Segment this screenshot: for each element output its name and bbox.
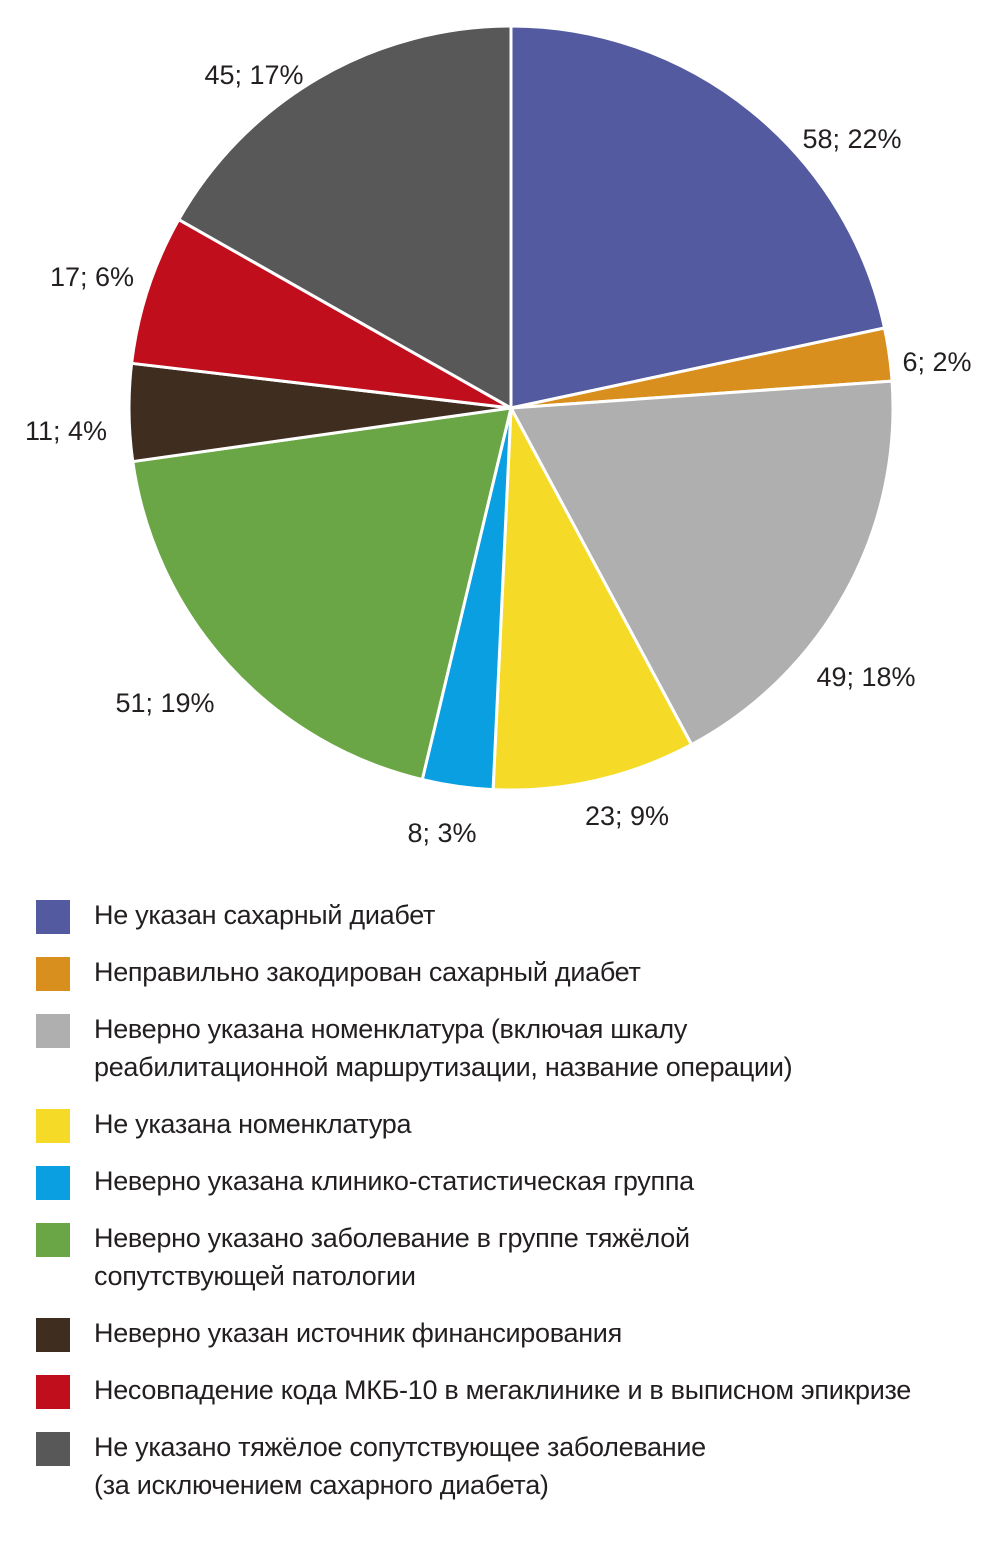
pie-chart: 58; 22% 6; 2% 49; 18% 23; 9% 8; 3% 51; 19% 11;… <box>25 24 972 848</box>
legend-label: Не указано тяжёлое сопутствующее заболев… <box>94 1432 706 1462</box>
legend-item-no-nomenclature: Не указана номенклатура <box>36 1105 986 1143</box>
legend-item-no-diabetes: Не указан сахарный диабет <box>36 896 986 934</box>
legend-swatch <box>36 957 70 991</box>
legend-label-cont: сопутствующей патологии <box>94 1261 416 1291</box>
legend-item-wrong-ksg: Неверно указана клинико-статистическая г… <box>36 1162 986 1200</box>
legend-label: Неверно указано заболевание в группе тяж… <box>94 1223 690 1253</box>
legend-item-wrong-nomenclature: Неверно указана номенклатура (включая шк… <box>36 1010 986 1086</box>
slice-data-label: 51; 19% <box>115 688 214 718</box>
slice-data-label: 6; 2% <box>902 347 971 377</box>
legend-swatch <box>36 900 70 934</box>
legend-swatch <box>36 1318 70 1352</box>
legend-item-wrong-funding: Неверно указан источник финансирования <box>36 1314 986 1352</box>
legend-label-cont: (за исключением сахарного диабета) <box>94 1470 549 1500</box>
legend-item-icd-mismatch: Несовпадение кода МКБ-10 в мегаклинике и… <box>36 1371 986 1409</box>
legend-label: Неверно указан источник финансирования <box>94 1318 622 1348</box>
slice-data-label: 58; 22% <box>802 124 901 154</box>
legend-label: Неверно указана клинико-статистическая г… <box>94 1166 694 1196</box>
pie-slice <box>491 406 694 792</box>
legend-label: Не указан сахарный диабет <box>94 900 436 930</box>
legend-item-wrong-comorbidity: Неверно указано заболевание в группе тяж… <box>36 1219 986 1295</box>
slice-data-label: 49; 18% <box>816 662 915 692</box>
legend: Не указан сахарный диабет Неправильно за… <box>36 896 986 1523</box>
slice-data-label: 8; 3% <box>407 818 476 848</box>
legend-swatch <box>36 1432 70 1466</box>
slice-data-label: 23; 9% <box>585 801 669 831</box>
pie-slice <box>509 24 887 410</box>
legend-label-cont: реабилитационной маршрутизации, название… <box>94 1052 793 1082</box>
legend-label: Неверно указана номенклатура (включая шк… <box>94 1014 688 1044</box>
pie-labels: 58; 22% 6; 2% 49; 18% 23; 9% 8; 3% 51; 19% 11;… <box>25 60 972 848</box>
legend-label: Не указана номенклатура <box>94 1109 412 1139</box>
pie-slices <box>127 24 895 792</box>
legend-swatch <box>36 1014 70 1048</box>
slice-data-label: 45; 17% <box>204 60 303 90</box>
legend-item-no-severe-comorbidity: Не указано тяжёлое сопутствующее заболев… <box>36 1428 986 1504</box>
pie-slice <box>177 24 513 410</box>
legend-item-diabetes-miscoded: Неправильно закодирован сахарный диабет <box>36 953 986 991</box>
pie-slice <box>130 218 513 410</box>
legend-swatch <box>36 1375 70 1409</box>
legend-label: Несовпадение кода МКБ-10 в мегаклинике и… <box>94 1375 911 1405</box>
slice-data-label: 11; 4% <box>25 416 107 446</box>
legend-label: Неправильно закодирован сахарный диабет <box>94 957 641 987</box>
legend-swatch <box>36 1223 70 1257</box>
slice-data-label: 17; 6% <box>50 262 134 292</box>
pie-slice <box>131 406 513 782</box>
legend-swatch <box>36 1109 70 1143</box>
pie-slice <box>509 379 895 747</box>
legend-swatch <box>36 1166 70 1200</box>
